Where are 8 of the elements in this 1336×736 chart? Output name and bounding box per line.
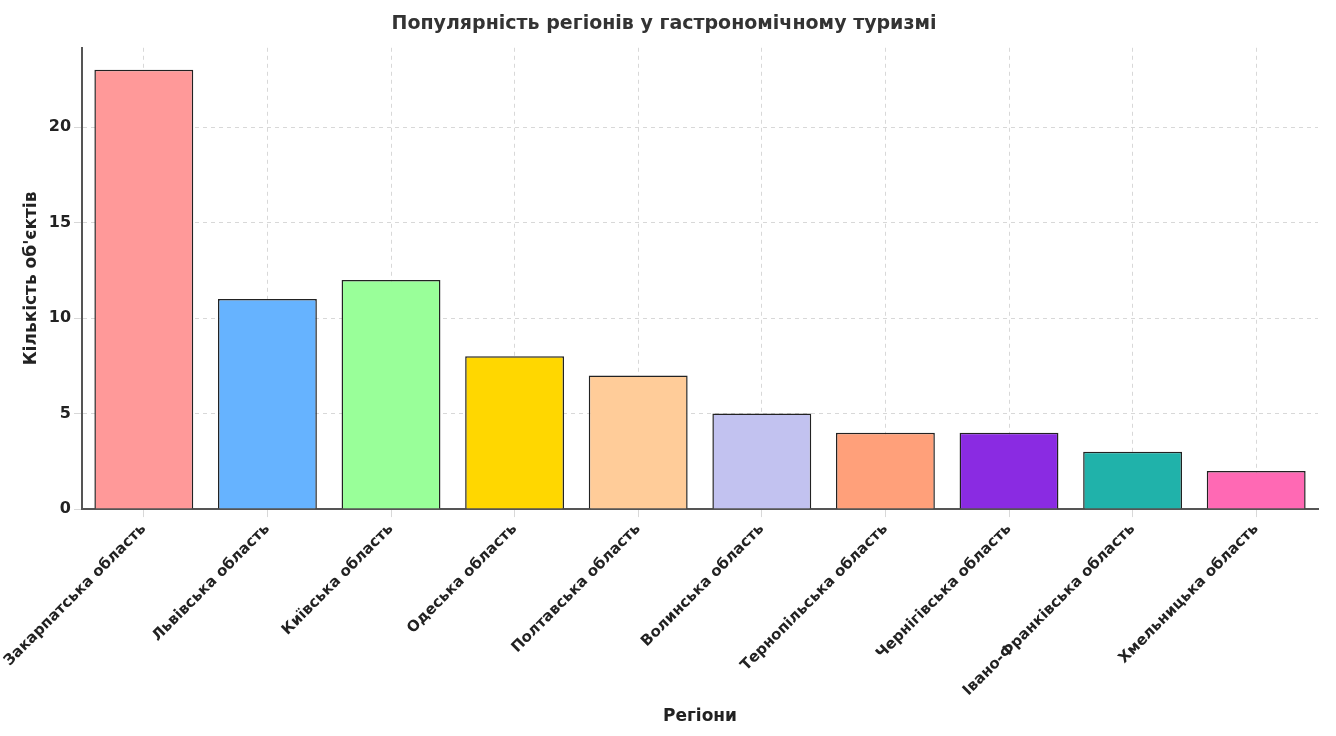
y-tick-label: 10 [48,307,72,327]
chart-title: Популярність регіонів у гастрономічному туризмі [391,11,937,34]
y-tick-label: 15 [48,211,72,231]
y-tick-label: 0 [59,498,72,518]
y-tick-label: 5 [59,402,72,422]
y-axis-title: Кількість об'єктів [19,191,40,366]
x-axis-title: Регіони [662,705,738,726]
y-tick-label: 20 [48,116,72,136]
